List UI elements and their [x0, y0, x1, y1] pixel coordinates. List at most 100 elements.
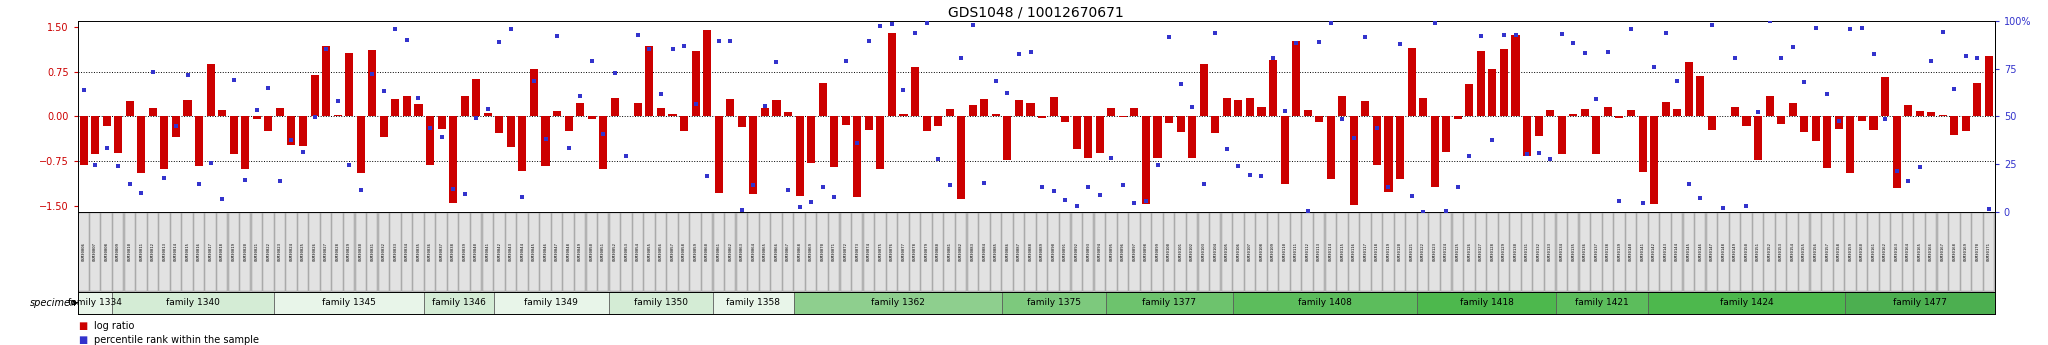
Point — [944, 55, 977, 60]
Bar — [518, 117, 526, 171]
Bar — [922, 117, 930, 131]
Point — [934, 183, 967, 188]
Bar — [506, 213, 516, 291]
Bar — [1636, 213, 1649, 291]
Bar — [702, 30, 711, 117]
Bar — [1233, 292, 1417, 314]
Bar — [1753, 117, 1761, 160]
Bar — [1382, 213, 1395, 291]
Bar — [1522, 213, 1532, 291]
Text: GSM30066: GSM30066 — [774, 242, 778, 262]
Bar — [219, 110, 225, 117]
Point — [991, 90, 1024, 96]
Bar — [252, 117, 260, 119]
Bar — [207, 65, 215, 117]
Bar — [1509, 213, 1522, 291]
Text: GSM30166: GSM30166 — [1929, 242, 1933, 262]
Text: family 1334: family 1334 — [68, 298, 123, 307]
Text: GSM30026: GSM30026 — [313, 242, 317, 262]
Text: GSM30082: GSM30082 — [958, 242, 963, 262]
Text: family 1358: family 1358 — [727, 298, 780, 307]
Bar — [1430, 213, 1440, 291]
Text: GSM30091: GSM30091 — [1063, 242, 1067, 262]
Text: GSM30115: GSM30115 — [1339, 242, 1343, 262]
Text: GSM30098: GSM30098 — [1145, 242, 1149, 262]
Bar — [1153, 117, 1161, 158]
Bar — [449, 117, 457, 203]
Text: GSM30064: GSM30064 — [752, 242, 756, 262]
Bar — [90, 117, 98, 155]
Text: GSM30142: GSM30142 — [1653, 242, 1657, 262]
Bar — [1083, 117, 1092, 158]
Bar — [633, 213, 643, 291]
Text: GSM30094: GSM30094 — [1098, 242, 1102, 262]
Bar — [1939, 115, 1948, 117]
Bar — [1683, 213, 1694, 291]
Bar — [1210, 117, 1219, 133]
Point — [1741, 109, 1774, 115]
Text: GSM30014: GSM30014 — [174, 242, 178, 262]
Bar — [864, 117, 872, 130]
Bar — [1927, 112, 1935, 117]
Bar — [1812, 117, 1821, 141]
Bar — [1798, 213, 1810, 291]
Text: GSM30009: GSM30009 — [117, 242, 121, 262]
Text: GSM30154: GSM30154 — [1790, 242, 1794, 262]
Point — [229, 177, 262, 183]
Bar — [1038, 117, 1047, 118]
Text: GSM30162: GSM30162 — [1882, 242, 1886, 262]
Bar — [414, 104, 422, 117]
Text: specimen: specimen — [29, 298, 76, 308]
Point — [633, 46, 666, 51]
Bar — [332, 213, 342, 291]
Point — [969, 181, 1001, 186]
Point — [182, 181, 215, 186]
Point — [1395, 193, 1427, 199]
Text: GSM30052: GSM30052 — [612, 242, 616, 262]
Bar — [1303, 213, 1313, 291]
Text: GSM30157: GSM30157 — [1825, 242, 1829, 262]
Text: GSM30132: GSM30132 — [1536, 242, 1540, 262]
Point — [1452, 153, 1485, 158]
Point — [541, 33, 573, 39]
Point — [528, 136, 561, 142]
Point — [1892, 178, 1925, 184]
Text: GSM30089: GSM30089 — [1040, 242, 1044, 262]
Bar — [1384, 117, 1393, 192]
Point — [1130, 198, 1163, 204]
Point — [1614, 27, 1647, 32]
Text: GSM30113: GSM30113 — [1317, 242, 1321, 262]
Text: GSM30057: GSM30057 — [670, 242, 674, 262]
Point — [1950, 53, 1982, 58]
Bar — [322, 46, 330, 117]
Bar — [1489, 69, 1497, 117]
Bar — [842, 117, 850, 125]
Bar — [1001, 292, 1106, 314]
Bar — [1741, 213, 1751, 291]
Bar — [160, 117, 168, 169]
Bar — [346, 53, 352, 117]
Text: GSM30073: GSM30073 — [856, 242, 860, 262]
Point — [401, 95, 434, 101]
Bar — [668, 213, 678, 291]
Bar — [1626, 213, 1636, 291]
Bar — [1833, 213, 1843, 291]
Text: GSM30145: GSM30145 — [1688, 242, 1692, 262]
Text: GSM30150: GSM30150 — [1745, 242, 1749, 262]
Bar — [1616, 117, 1624, 118]
Bar — [518, 213, 528, 291]
Bar — [1892, 117, 1901, 188]
Bar — [877, 117, 885, 169]
Bar — [772, 213, 782, 291]
Bar — [1686, 62, 1694, 117]
Bar — [1292, 41, 1300, 117]
Bar — [1604, 213, 1614, 291]
Bar — [473, 79, 481, 117]
Text: GSM30027: GSM30027 — [324, 242, 328, 262]
Text: GSM30170: GSM30170 — [1976, 242, 1980, 262]
Point — [1638, 64, 1671, 70]
Point — [829, 59, 862, 64]
Bar — [1350, 117, 1358, 205]
Bar — [1487, 213, 1497, 291]
Text: GSM30161: GSM30161 — [1872, 242, 1876, 262]
